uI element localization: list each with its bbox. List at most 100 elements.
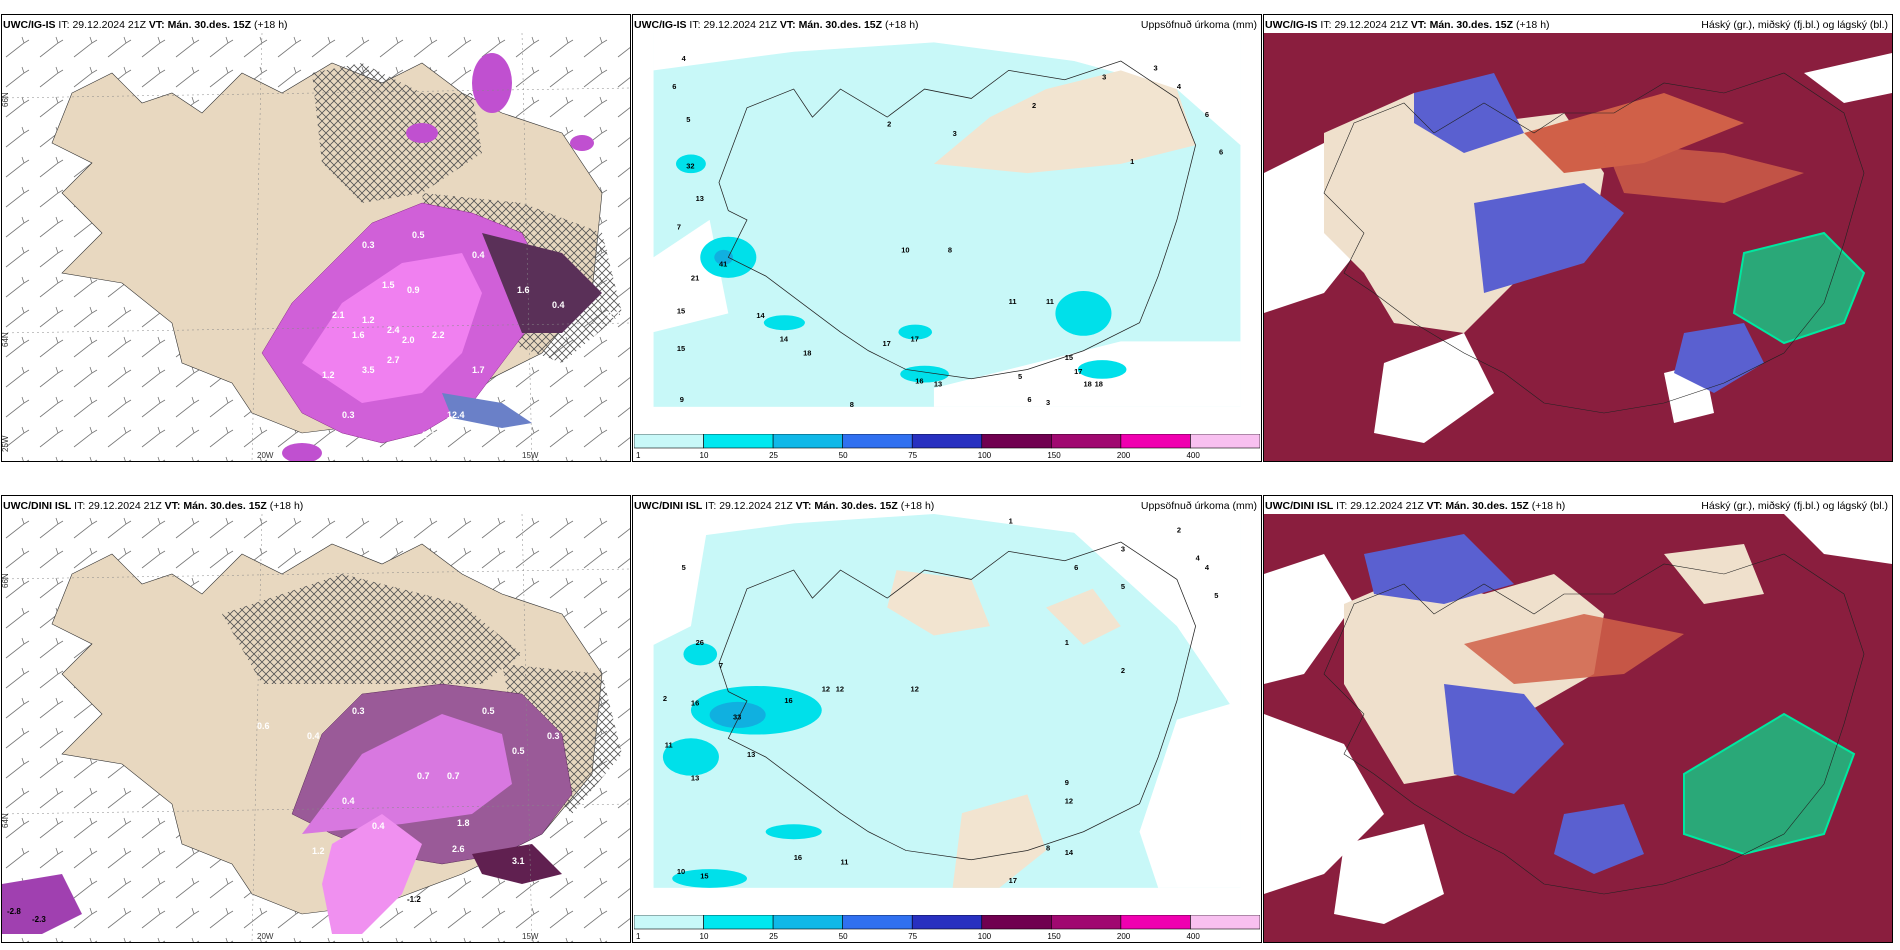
it-label: IT: xyxy=(1336,500,1348,512)
precip-value: 3 xyxy=(953,129,957,138)
precip-value: 2 xyxy=(1121,666,1125,675)
it-value: 29.12.2024 21Z xyxy=(1334,19,1408,31)
lon-label: 20W xyxy=(257,932,274,941)
colorbar-tick-label: 1 xyxy=(636,451,641,460)
value-label: 0.4 xyxy=(372,821,385,831)
value-label: 0.6 xyxy=(257,721,270,731)
colorbar-tick-label: 1 xyxy=(636,932,641,941)
value-label: 0.4 xyxy=(472,250,485,260)
precip-value: 12 xyxy=(836,685,844,694)
model-name: UWC/DINI ISL xyxy=(1265,500,1334,512)
value-label: 0.9 xyxy=(407,285,420,295)
precip-value: 13 xyxy=(691,773,699,782)
precip-value: 8 xyxy=(1046,843,1050,852)
value-label: 0.5 xyxy=(412,230,425,240)
precip-value: 5 xyxy=(1018,372,1022,381)
colorbar-tick-label: 75 xyxy=(908,932,917,941)
panel-subtitle: Háský (gr.), miðský (fj.bl.) og lágský (… xyxy=(1701,500,1888,512)
value-label: 0.4 xyxy=(552,300,565,310)
precip-value: 5 xyxy=(682,563,686,572)
precip-value: 13 xyxy=(696,194,704,203)
coastline xyxy=(718,60,1196,380)
value-label: 0.4 xyxy=(307,731,320,741)
precip-value: 14 xyxy=(1065,848,1074,857)
vt-label: VT: xyxy=(795,500,812,512)
panel-subtitle: Uppsöfnuð úrkoma (mm) xyxy=(1140,500,1257,512)
panel-top-middle: UWC/IG-IS IT: 29.12.2024 21Z VT: Mán. 30… xyxy=(632,14,1262,462)
precip-value: 11 xyxy=(840,857,848,866)
lat-label: 64N xyxy=(2,332,10,347)
precip-value: 32 xyxy=(686,162,694,171)
precip-values: 5 26 7 33 16 16 12 12 12 2 11 13 13 11 1… xyxy=(663,516,1219,885)
colorbar-swatch xyxy=(772,434,843,449)
precip-value: 18 xyxy=(1095,379,1103,388)
precip-value: 11 xyxy=(1046,297,1054,306)
precip-value: 15 xyxy=(677,306,685,315)
precip-value: 4 xyxy=(1177,82,1182,91)
precip-value: 10 xyxy=(901,246,909,255)
panel-top-right: UWC/IG-IS IT: 29.12.2024 21Z VT: Mán. 30… xyxy=(1263,14,1893,462)
colorbar-swatch xyxy=(1190,434,1260,449)
precip-colorbar: 1 10 25 50 75 100 150 200 400 xyxy=(634,915,1260,941)
value-label: 0.5 xyxy=(512,746,525,756)
value-label: 0.5 xyxy=(482,706,495,716)
precip-value: 12 xyxy=(1065,797,1073,806)
model-name: UWC/DINI ISL xyxy=(3,500,72,512)
colorbar-tick-label: 200 xyxy=(1117,932,1131,941)
colorbar-tick-label: 150 xyxy=(1047,932,1061,941)
value-label: 1.6 xyxy=(517,285,530,295)
precip-value: 16 xyxy=(691,699,699,708)
value-label: 2.2 xyxy=(432,330,445,340)
precip-values: 4 6 5 32 13 7 41 21 15 15 9 14 18 14 17 … xyxy=(672,54,1223,409)
panel-header: UWC/DINI ISL IT: 29.12.2024 21Z VT: Mán.… xyxy=(3,498,628,514)
value-label: 0.2 xyxy=(607,310,620,320)
lat-label: 64N xyxy=(2,813,10,828)
precip-value: 8 xyxy=(948,246,952,255)
colorbar-tick-label: 400 xyxy=(1186,932,1200,941)
precip-value: 7 xyxy=(677,222,681,231)
colorbar-tick-label: 400 xyxy=(1186,451,1200,460)
precip-value: 33 xyxy=(733,713,741,722)
panel-header: UWC/IG-IS IT: 29.12.2024 21Z VT: Mán. 30… xyxy=(634,17,1259,33)
model-name: UWC/IG-IS xyxy=(1265,19,1318,31)
colorbar-swatch xyxy=(703,434,774,449)
value-label: 0.3 xyxy=(362,240,375,250)
lead-time: (+18 h) xyxy=(1531,500,1566,512)
value-label: 3.5 xyxy=(362,365,375,375)
colorbar-swatch xyxy=(634,915,704,930)
precip-value: 2 xyxy=(887,119,891,128)
precip-value: 16 xyxy=(784,696,792,705)
precip-value: 3 xyxy=(1154,63,1158,72)
colorbar-swatch xyxy=(911,434,983,449)
lead-time: (+18 h) xyxy=(884,19,919,31)
precip-value: 41 xyxy=(719,260,727,269)
panel-bottom-right: UWC/DINI ISL IT: 29.12.2024 21Z VT: Mán.… xyxy=(1263,495,1893,943)
value-label: 1.2 xyxy=(362,315,375,325)
value-label: 1.2 xyxy=(312,846,325,856)
vt-value: Mán. 30.des. 15Z xyxy=(798,19,883,31)
vt-value: Mán. 30.des. 15Z xyxy=(1445,500,1529,512)
panel-header: UWC/DINI ISL IT: 29.12.2024 21Z VT: Mán.… xyxy=(1265,498,1890,514)
vt-value: Mán. 30.des. 15Z xyxy=(814,500,898,512)
precip-value: 5 xyxy=(1214,591,1218,600)
colorbar-swatch xyxy=(1120,915,1191,930)
precip-value: 2 xyxy=(1177,526,1181,535)
value-label: 2.7 xyxy=(387,355,400,365)
hatch-area xyxy=(312,63,482,203)
lead-time: (+18 h) xyxy=(253,19,288,31)
lead-time: (+18 h) xyxy=(1515,19,1550,31)
vt-label: VT: xyxy=(1426,500,1443,512)
precip-value: 1 xyxy=(1009,516,1013,525)
precip-value: 14 xyxy=(780,334,789,343)
value-label: 2.2 xyxy=(422,430,435,440)
value-label: 2.1 xyxy=(332,310,345,320)
lon-label: 25W xyxy=(2,435,10,452)
precip-value: 6 xyxy=(1074,563,1078,572)
colorbar-swatch xyxy=(842,915,913,930)
colorbar-swatch xyxy=(634,434,704,449)
precip-value: 1 xyxy=(1065,638,1069,647)
precip-value: 9 xyxy=(680,395,684,404)
panel-header: UWC/DINI ISL IT: 29.12.2024 21Z VT: Mán.… xyxy=(634,498,1259,514)
panel-subtitle: Uppsöfnuð úrkoma (mm) xyxy=(1140,19,1257,31)
model-name: UWC/DINI ISL xyxy=(634,500,703,512)
